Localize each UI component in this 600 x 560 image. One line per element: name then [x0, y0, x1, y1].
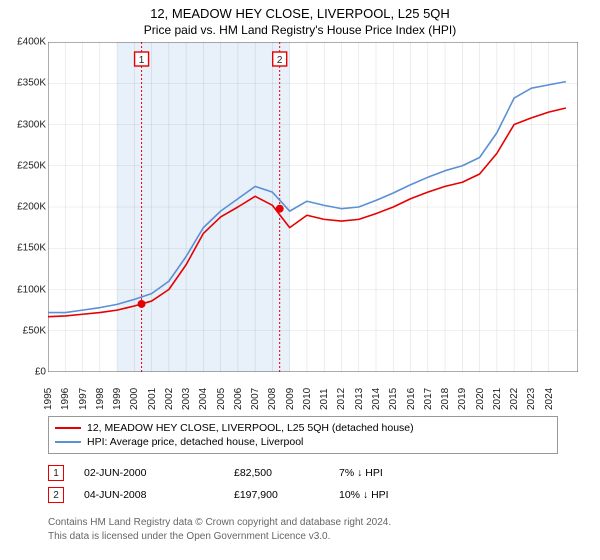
x-axis-label: 2009 — [285, 388, 296, 410]
marker-box-2: 2 — [48, 487, 64, 503]
x-axis-label: 2021 — [492, 388, 503, 410]
x-axis-label: 2006 — [233, 388, 244, 410]
legend-label: 12, MEADOW HEY CLOSE, LIVERPOOL, L25 5QH… — [87, 422, 414, 434]
y-axis-label: £300K — [2, 119, 46, 130]
y-axis-label: £0 — [2, 367, 46, 378]
y-axis-label: £150K — [2, 243, 46, 254]
footer-line-2: This data is licensed under the Open Gov… — [48, 530, 568, 544]
x-axis-label: 2023 — [526, 388, 537, 410]
x-axis-label: 1999 — [112, 388, 123, 410]
x-axis-label: 1996 — [60, 388, 71, 410]
x-axis-label: 2007 — [250, 388, 261, 410]
table-row: 1 02-JUN-2000 £82,500 7% ↓ HPI — [48, 462, 558, 484]
y-axis-label: £400K — [2, 37, 46, 48]
y-axis-label: £350K — [2, 78, 46, 89]
x-axis-label: 2020 — [475, 388, 486, 410]
x-axis-label: 2013 — [354, 388, 365, 410]
x-axis-label: 1998 — [95, 388, 106, 410]
chart-svg: 12 — [48, 42, 578, 372]
page-subtitle: Price paid vs. HM Land Registry's House … — [0, 21, 600, 43]
x-axis-label: 2022 — [509, 388, 520, 410]
x-axis-label: 2011 — [319, 388, 330, 410]
marker-date: 02-JUN-2000 — [84, 467, 214, 479]
marker-price: £197,900 — [234, 489, 319, 501]
legend-label: HPI: Average price, detached house, Live… — [87, 436, 303, 448]
footer-line-1: Contains HM Land Registry data © Crown c… — [48, 516, 568, 530]
x-axis-label: 2019 — [457, 388, 468, 410]
x-axis-label: 2015 — [388, 388, 399, 410]
footer: Contains HM Land Registry data © Crown c… — [48, 516, 568, 543]
legend-swatch-price-paid — [55, 427, 81, 429]
x-axis-label: 2010 — [302, 388, 313, 410]
legend-item: 12, MEADOW HEY CLOSE, LIVERPOOL, L25 5QH… — [55, 421, 551, 435]
x-axis-label: 2002 — [164, 388, 175, 410]
legend-swatch-hpi — [55, 441, 81, 443]
chart: 12 — [48, 42, 578, 372]
legend: 12, MEADOW HEY CLOSE, LIVERPOOL, L25 5QH… — [48, 416, 558, 454]
svg-text:2: 2 — [277, 55, 283, 66]
x-axis-label: 2008 — [267, 388, 278, 410]
x-axis-label: 1997 — [78, 388, 89, 410]
x-axis-label: 2001 — [147, 388, 158, 410]
x-axis-label: 2024 — [544, 388, 555, 410]
x-axis-label: 1995 — [43, 388, 54, 410]
marker-date: 04-JUN-2008 — [84, 489, 214, 501]
x-axis-label: 2014 — [371, 388, 382, 410]
x-axis-label: 2017 — [423, 388, 434, 410]
x-axis-label: 2004 — [198, 388, 209, 410]
y-axis-label: £250K — [2, 160, 46, 171]
y-axis-label: £100K — [2, 284, 46, 295]
y-axis-label: £200K — [2, 202, 46, 213]
x-axis-label: 2018 — [440, 388, 451, 410]
x-axis-label: 2012 — [336, 388, 347, 410]
x-axis-label: 2016 — [406, 388, 417, 410]
svg-text:1: 1 — [139, 55, 145, 66]
sale-markers-table: 1 02-JUN-2000 £82,500 7% ↓ HPI 2 04-JUN-… — [48, 462, 558, 506]
y-axis-label: £50K — [2, 325, 46, 336]
marker-price: £82,500 — [234, 467, 319, 479]
x-axis-label: 2000 — [129, 388, 140, 410]
table-row: 2 04-JUN-2008 £197,900 10% ↓ HPI — [48, 484, 558, 506]
marker-pct: 10% ↓ HPI — [339, 489, 439, 501]
marker-pct: 7% ↓ HPI — [339, 467, 439, 479]
x-axis-label: 2003 — [181, 388, 192, 410]
x-axis-label: 2005 — [216, 388, 227, 410]
legend-item: HPI: Average price, detached house, Live… — [55, 435, 551, 449]
marker-box-1: 1 — [48, 465, 64, 481]
page-title: 12, MEADOW HEY CLOSE, LIVERPOOL, L25 5QH — [0, 0, 600, 21]
